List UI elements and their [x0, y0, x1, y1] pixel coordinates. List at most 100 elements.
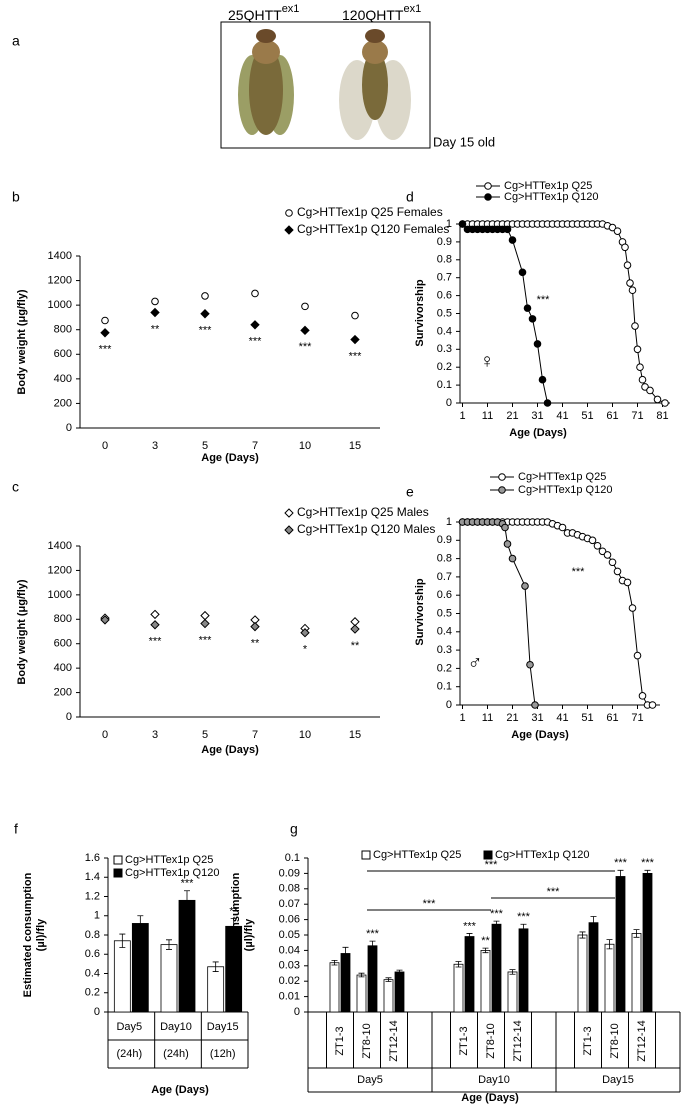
marker [350, 624, 360, 634]
y-tick-label: 0.2 [437, 662, 452, 674]
group-label: Day10 [478, 1074, 510, 1086]
marker [638, 375, 647, 384]
significance: *** [199, 634, 213, 646]
x-axis-label: Age (Days) [461, 1092, 519, 1104]
x-tick-label: 1 [459, 410, 465, 422]
y-tick-label: 1 [446, 218, 452, 230]
y-axis-label: (µl)/fly [35, 918, 47, 951]
comparison-label: *** [423, 898, 437, 910]
panel-letter: g [290, 821, 298, 837]
legend-marker [284, 225, 294, 235]
x-tick-label: Day15 [207, 1021, 239, 1033]
y-tick-label: 0.4 [85, 967, 100, 979]
error-bar [230, 918, 237, 935]
marker [300, 628, 310, 638]
legend-swatch [361, 850, 371, 860]
significance: *** [490, 908, 504, 920]
x-tick-label: 11 [482, 410, 493, 422]
y-tick-label: 0.08 [279, 883, 300, 895]
marker [623, 578, 632, 587]
y-axis-label: Survivorship [414, 578, 426, 646]
genotype-label: 25QHTTex1 [228, 3, 299, 23]
group-label: Day5 [357, 1074, 383, 1086]
marker [150, 307, 160, 318]
error-bar [212, 961, 219, 972]
marker [628, 286, 637, 295]
x-tick-label: 51 [581, 712, 593, 724]
y-tick-label: 1400 [48, 540, 72, 552]
y-axis-label: Survivorship [414, 279, 426, 347]
bar [160, 944, 178, 1013]
panel-letter: e [406, 484, 414, 500]
marker [501, 523, 509, 532]
y-tick-label: 1.6 [85, 852, 100, 864]
x-tick-label: 71 [631, 712, 643, 724]
error-bar [166, 939, 172, 950]
x-tick-label: ZT1-3 [458, 1026, 470, 1055]
bar [113, 940, 131, 1013]
significance: *** [181, 878, 195, 890]
error-bar [606, 939, 613, 950]
legend-marker [285, 209, 293, 217]
x-tick-label: ZT12-14 [636, 1020, 648, 1062]
bar [356, 974, 367, 1013]
marker [626, 279, 634, 287]
significance: *** [572, 566, 586, 578]
marker [543, 399, 552, 407]
error-bar [493, 920, 500, 928]
survival-line [462, 521, 536, 706]
legend-swatch [113, 868, 123, 878]
marker [633, 651, 642, 660]
bar [367, 945, 378, 1013]
marker [631, 322, 639, 330]
y-tick-label: 0.04 [279, 944, 300, 956]
bar [394, 971, 405, 1013]
legend-label: Cg>HTTex1p Q25 Females [297, 205, 443, 219]
legend-marker [484, 182, 492, 190]
y-tick-label: 0.1 [285, 852, 300, 864]
legend-marker [484, 193, 492, 201]
y-tick-label: 0.8 [437, 254, 452, 266]
legend-swatch [113, 855, 123, 865]
marker [250, 320, 260, 330]
significance: *** [299, 341, 313, 353]
x-axis-label: Age (Days) [509, 427, 567, 439]
marker [150, 620, 160, 630]
x-tick-label: 15 [349, 729, 361, 741]
marker [523, 304, 532, 312]
marker [653, 395, 662, 404]
marker [200, 618, 210, 629]
sex-symbol: ♀ [480, 350, 495, 372]
y-tick-label: 1 [94, 910, 100, 922]
y-tick-label: 600 [54, 348, 72, 360]
y-tick-label: 0 [294, 1006, 300, 1018]
y-tick-label: 0.6 [437, 290, 452, 302]
bar [480, 950, 491, 1013]
marker [648, 701, 657, 709]
error-bar [331, 960, 338, 966]
error-bar [385, 977, 392, 982]
comparison-label: *** [547, 886, 561, 898]
y-tick-label: 1.2 [85, 890, 100, 902]
fly-q25 [238, 29, 294, 135]
x-tick-label: Day5 [116, 1021, 142, 1033]
y-tick-label: 200 [54, 686, 72, 698]
bar [615, 876, 626, 1013]
marker [521, 582, 529, 590]
marker [641, 383, 649, 391]
legend-marker [498, 473, 506, 481]
marker [200, 309, 210, 319]
error-bar [482, 947, 489, 954]
significance: *** [537, 294, 551, 306]
y-tick-label: 0.7 [437, 272, 452, 284]
marker [101, 316, 109, 325]
error-bar [520, 923, 527, 934]
y-axis-label: Body weight (μg/fly) [16, 289, 28, 394]
bar [383, 979, 394, 1013]
panel-letter: c [12, 479, 19, 495]
y-tick-label: 800 [54, 613, 72, 625]
marker [503, 540, 512, 548]
legend-marker [284, 508, 294, 518]
error-bar [342, 946, 349, 961]
